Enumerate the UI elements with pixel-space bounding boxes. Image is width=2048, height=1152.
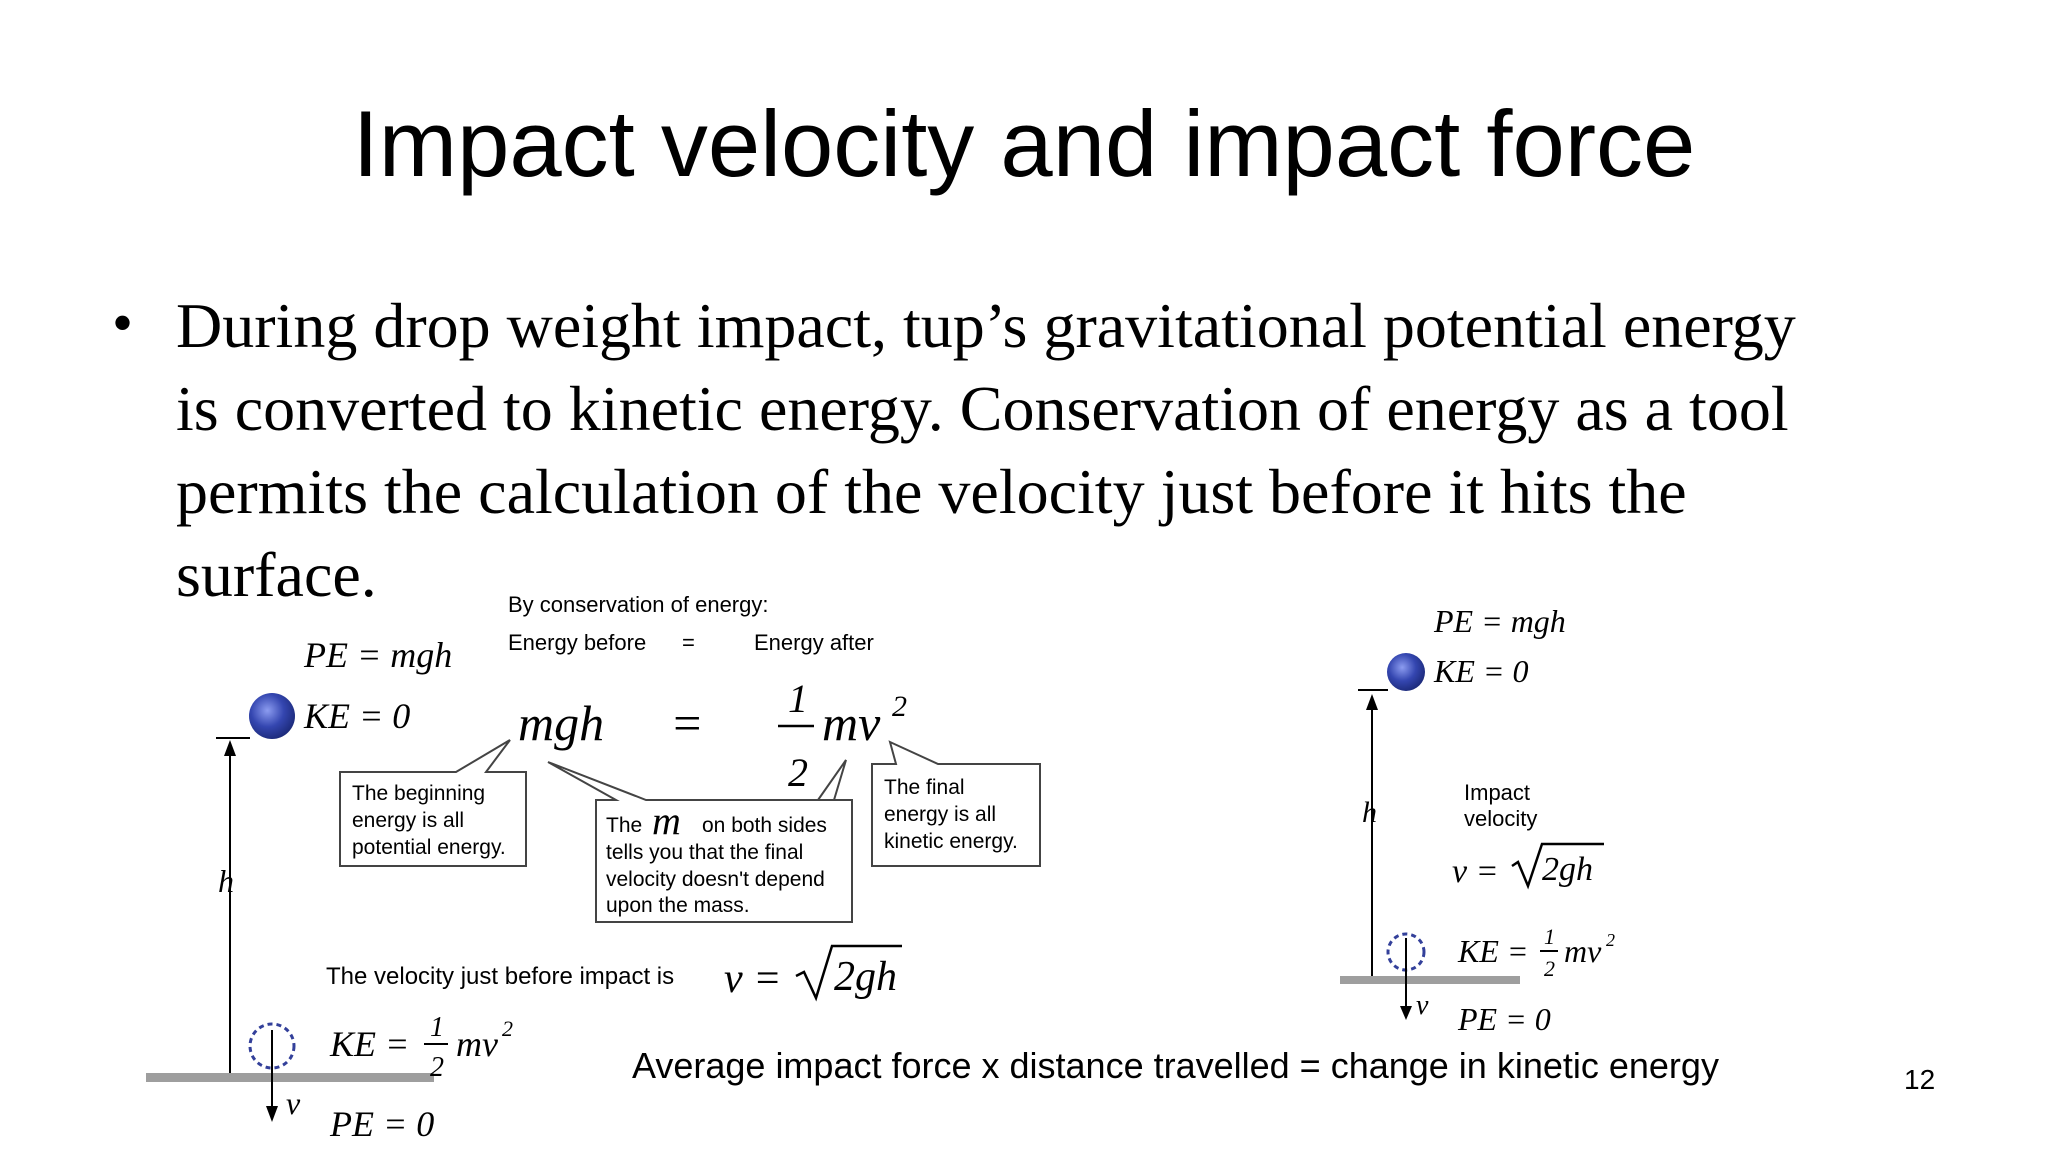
ke-top-label: KE = 0: [303, 696, 410, 736]
bullet-line: is converted to kinetic energy. Conserva…: [176, 373, 1789, 444]
velocity-arrow-icon: [1400, 1006, 1412, 1020]
callout-mass-line: velocity doesn't depend: [606, 868, 825, 891]
ball-icon: [249, 693, 295, 739]
energy-after-label: Energy after: [754, 630, 874, 655]
pe-bottom-label: PE = 0: [329, 1104, 434, 1144]
equation-frac-num: 1: [788, 676, 808, 721]
height-arrow-icon: [1366, 694, 1378, 710]
ke-bottom-num: 1: [430, 1012, 444, 1043]
page-number: 12: [1904, 1064, 1936, 1095]
ke-bottom-den: 2: [430, 1052, 444, 1083]
ke-bottom-den: 2: [1544, 956, 1555, 981]
v-label: v: [1416, 990, 1429, 1021]
callout-mass-prefix: The: [606, 814, 642, 837]
impact-force-equation: Average impact force x distance travelle…: [632, 1045, 1719, 1086]
ke-bottom-lhs: KE =: [329, 1024, 409, 1064]
callout-beginning-line: The beginning: [352, 782, 485, 805]
bullet-line: permits the calculation of the velocity …: [176, 456, 1687, 527]
bullet-line: surface.: [176, 539, 377, 610]
callout-mass-symbol: m: [652, 798, 681, 843]
callout-final-line: energy is all: [884, 803, 996, 826]
equation-exponent: 2: [892, 690, 907, 723]
ground-line: [1340, 976, 1520, 984]
ball-icon: [1387, 653, 1425, 691]
callout-beginning-line: energy is all: [352, 809, 464, 832]
ke-bottom-exp: 2: [502, 1016, 513, 1041]
ke-top-label: KE = 0: [1433, 653, 1528, 689]
height-arrow-icon: [224, 740, 236, 756]
energy-before-label: Energy before: [508, 630, 646, 655]
sqrt-icon: [795, 944, 902, 1002]
slide-title: Impact velocity and impact force: [352, 91, 1696, 196]
velocity-result-text: The velocity just before impact is: [326, 963, 674, 990]
equation-frac-den: 2: [788, 750, 808, 795]
left-diagram: h PE = mgh KE = 0 v KE = 1 2 mv 2 PE = 0…: [146, 592, 1041, 1144]
h-label: h: [218, 863, 234, 899]
right-diagram: h PE = mgh KE = 0 Impact velocity v = 2g…: [1340, 603, 1615, 1037]
v-label: v: [286, 1085, 301, 1121]
equation-lhs: mgh: [518, 695, 604, 751]
sqrt-icon: [1511, 842, 1604, 890]
bullet-line: During drop weight impact, tup’s gravita…: [176, 290, 1796, 361]
velocity-result-sqrt: 2gh: [834, 954, 897, 1000]
ke-bottom-num: 1: [1544, 924, 1555, 949]
ke-bottom-exp: 2: [1606, 930, 1615, 950]
pe-top-label: PE = mgh: [303, 635, 452, 675]
callout-mass-line: upon the mass.: [606, 894, 750, 917]
energy-equals-label: =: [682, 630, 695, 655]
impact-velocity-sqrt: 2gh: [1542, 851, 1593, 888]
callout-mass-pointer: [816, 759, 847, 801]
impact-velocity-v: v =: [1452, 853, 1499, 890]
pe-bottom-label: PE = 0: [1457, 1001, 1551, 1037]
callout-mass-line: tells you that the final: [606, 841, 803, 864]
ke-bottom-lhs: KE =: [1457, 933, 1528, 969]
callout-final-line: kinetic energy.: [884, 830, 1018, 853]
equation-sign: =: [670, 695, 704, 751]
callout-mass-box: [547, 761, 853, 923]
pe-top-label: PE = mgh: [1433, 603, 1566, 639]
conservation-heading: By conservation of energy:: [508, 592, 768, 617]
impact-velocity-label: velocity: [1464, 806, 1537, 831]
bullet-paragraph: During drop weight impact, tup’s gravita…: [176, 284, 1976, 616]
impact-ball-outline-icon: [248, 1022, 296, 1070]
velocity-arrow-icon: [266, 1106, 278, 1122]
h-label: h: [1362, 796, 1377, 829]
velocity-result-v: v =: [724, 956, 781, 1002]
callout-beginning-line: potential energy.: [352, 836, 506, 859]
callout-beginning-box: [339, 739, 527, 867]
callout-final-line: The final: [884, 776, 965, 799]
ke-bottom-rhs: mv: [1564, 933, 1602, 969]
ground-line: [146, 1073, 434, 1082]
equation-rhs: mv: [822, 695, 881, 751]
impact-velocity-label: Impact: [1464, 780, 1530, 805]
ke-bottom-rhs: mv: [456, 1024, 498, 1064]
callout-mass-suffix: on both sides: [702, 814, 827, 837]
callout-final-box: [871, 740, 1041, 867]
bullet-marker: •: [112, 290, 134, 356]
